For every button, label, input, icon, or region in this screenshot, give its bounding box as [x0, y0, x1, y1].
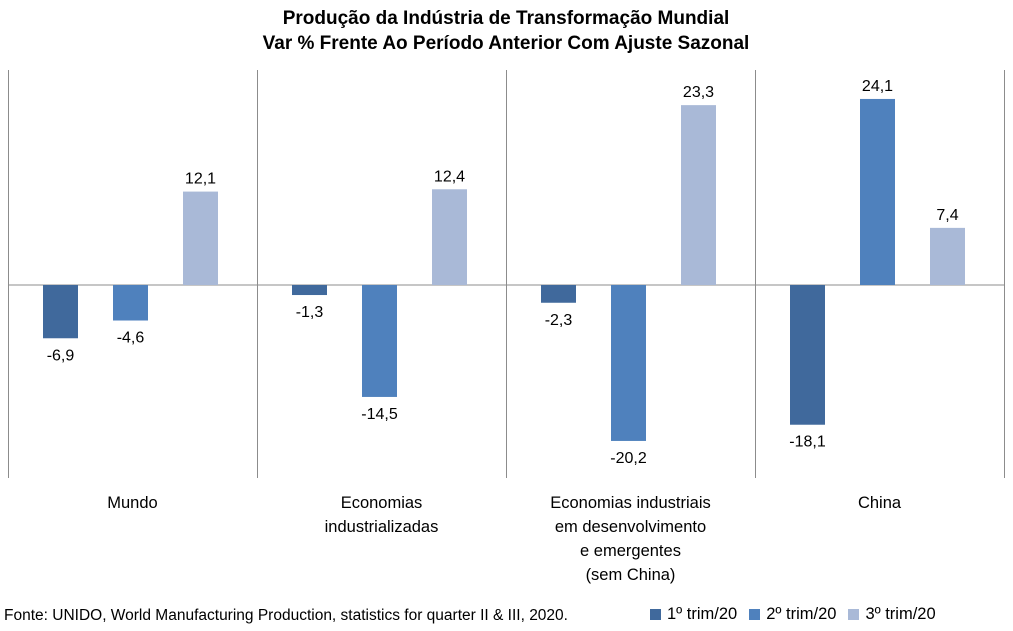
data-labels: -6,9 -1,3 -2,3 -18,1 -4,6 -14,5 -20,2 24,1 12,1 1…: [47, 78, 959, 467]
data-label-series-3-cat-1: 12,1: [185, 171, 216, 188]
data-label-series-3-cat-3: 23,3: [683, 84, 714, 101]
chart-title-line-1: Produção da Indústria de Transformação M…: [283, 8, 730, 29]
category-label-3: Economias industriais: [550, 494, 711, 512]
chart-title-line-2: Var % Frente Ao Período Anterior Com Aju…: [263, 33, 750, 54]
data-label-series-2-cat-1: -4,6: [117, 330, 145, 347]
category-label-2: Economias: [341, 494, 423, 512]
data-label-series-1-cat-2: -1,3: [296, 304, 324, 321]
data-label-series-2-cat-4: 24,1: [862, 78, 893, 95]
legend-label-series-1: 1º trim/20: [667, 605, 738, 623]
category-label-3: em desenvolvimento: [555, 518, 706, 536]
legend-item-series-1: 1º trim/20: [650, 605, 737, 624]
category-labels: Mundo Economias industrializadas Economias …: [107, 494, 902, 584]
bar-series-2-cat-2: [362, 285, 397, 397]
data-label-series-1-cat-4: -18,1: [789, 434, 826, 451]
data-label-series-1-cat-3: -2,3: [545, 312, 573, 329]
data-label-series-3-cat-4: 7,4: [936, 207, 958, 224]
legend-item-series-2: 2º trim/20: [749, 605, 836, 624]
legend-label-series-3: 3º trim/20: [865, 605, 936, 623]
legend: 1º trim/20 2º trim/20 3º trim/20: [650, 605, 936, 624]
bar-series-3-cat-4: [930, 227, 965, 285]
data-label-series-2-cat-2: -14,5: [361, 406, 398, 423]
category-label-2: industrializadas: [325, 518, 439, 536]
legend-item-series-3: 3º trim/20: [848, 605, 936, 624]
legend-swatch-series-3: [848, 609, 860, 620]
category-label-1: Mundo: [107, 494, 157, 512]
category-label-3: e emergentes: [580, 542, 681, 560]
data-label-series-1-cat-1: -6,9: [47, 347, 75, 364]
bar-series-3-cat-3: [681, 105, 716, 286]
bar-series-3-cat-1: [183, 191, 218, 285]
source-note: Fonte: UNIDO, World Manufacturing Produc…: [4, 607, 568, 624]
data-label-series-3-cat-2: 12,4: [434, 168, 465, 185]
bar-series-1-cat-1: [43, 285, 78, 339]
chart-frame: [8, 70, 1005, 478]
chart: Produção da Indústria de Transformação M…: [8, 8, 1005, 584]
legend-swatch-series-1: [650, 609, 661, 620]
category-label-3: (sem China): [586, 566, 676, 584]
bar-series-2-cat-3: [611, 285, 646, 441]
bar-series-2-cat-4: [860, 98, 895, 285]
bar-series-2-cat-1: [113, 285, 148, 321]
chart-bars: [43, 98, 965, 441]
data-label-series-2-cat-3: -20,2: [610, 450, 647, 467]
legend-swatch-series-2: [749, 609, 761, 620]
legend-label-series-2: 2º trim/20: [766, 605, 837, 623]
bar-series-1-cat-4: [790, 285, 825, 425]
bar-series-3-cat-2: [432, 189, 467, 285]
chart-title: Produção da Indústria de Transformação M…: [263, 8, 750, 54]
bar-series-1-cat-3: [541, 285, 576, 303]
bar-series-1-cat-2: [292, 285, 327, 296]
category-label-4: China: [858, 494, 902, 512]
